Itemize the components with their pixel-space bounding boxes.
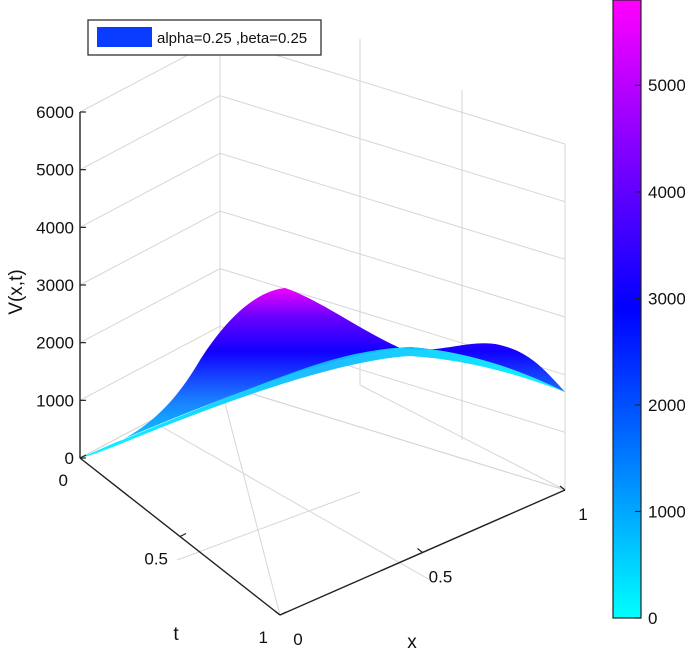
back-wall-grid-line: [79, 152, 566, 260]
z-tick-label: 1000: [36, 391, 74, 410]
colorbar-tick-label: 2000: [648, 396, 685, 415]
x-axis-label: x: [407, 632, 417, 653]
z-tick-label: 0: [65, 449, 74, 468]
grid-lines: [79, 37, 566, 616]
x-tick-mark: [417, 548, 423, 553]
surface-top: [80, 288, 565, 458]
colorbar-tick-label: 5000: [648, 76, 685, 95]
x-tick-label: 0.5: [429, 568, 453, 587]
colorbar-tick-label: 0: [648, 609, 657, 628]
back-wall-grid-line: [79, 210, 566, 318]
colorbar-tick-label: 4000: [648, 183, 685, 202]
surface: [80, 288, 565, 458]
back-wall-grid-line: [79, 95, 566, 203]
z-tick-label: 3000: [36, 276, 74, 295]
colorbar-tick-label: 1000: [648, 502, 685, 521]
x-tick-mark: [559, 485, 566, 491]
surface-front-edge: [80, 347, 565, 458]
t-tick-mark: [179, 532, 187, 538]
t-tick-label: 0.5: [144, 550, 168, 569]
x-tick-label: 0: [293, 630, 302, 649]
axes: 0 1000 2000 3000 4000 5000 6000 0 0.5 1 0 0.5 1: [36, 103, 588, 649]
colorbar-gradient: [612, 0, 642, 619]
z-axis-label: V(x,t): [6, 269, 27, 314]
z-tick-label: 2000: [36, 334, 74, 353]
legend: alpha=0.25 ,beta=0.25: [87, 19, 322, 56]
z-tick-label: 6000: [36, 103, 74, 122]
colorbar: 0 1000 2000 3000 4000 5000: [612, 0, 685, 628]
colorbar-tick-label: 3000: [648, 289, 685, 308]
x-tick-label: 1: [578, 505, 587, 524]
legend-swatch: [97, 27, 152, 47]
t-tick-label: 0: [59, 471, 68, 490]
t-tick-mark: [279, 611, 287, 616]
z-tick-label: 5000: [36, 161, 74, 180]
t-tick-mark: [79, 454, 87, 459]
t-tick-label: 1: [259, 628, 268, 647]
x-tick-mark: [274, 610, 281, 616]
back-wall-grid-line: [79, 383, 566, 491]
z-tick-label: 4000: [36, 218, 74, 237]
legend-entry-label: alpha=0.25 ,beta=0.25: [157, 30, 307, 47]
t-axis-label: t: [173, 624, 179, 645]
